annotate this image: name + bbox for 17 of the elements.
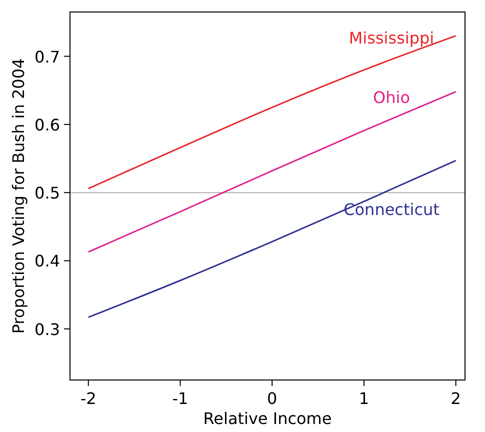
x-tick-label: -1 (172, 389, 188, 408)
x-axis-title: Relative Income (203, 409, 332, 428)
series-label: Mississippi (348, 28, 434, 48)
y-tick-label: 0.5 (34, 184, 60, 203)
y-tick-label: 0.6 (34, 115, 60, 134)
y-tick-label: 0.3 (34, 320, 60, 339)
line-series (88, 90, 457, 253)
line-series (88, 160, 457, 318)
x-tick-label: -2 (80, 389, 96, 408)
y-axis-title: Proportion Voting for Bush in 2004 (9, 58, 28, 334)
x-tick-label: 1 (358, 389, 370, 408)
x-tick-label: 0 (267, 389, 278, 408)
series-label: Connecticut (344, 200, 440, 220)
series-label: Ohio (373, 88, 410, 107)
y-tick-label: 0.4 (34, 252, 60, 271)
x-tick-label: 2 (450, 389, 461, 408)
y-tick-label: 0.7 (34, 47, 60, 66)
